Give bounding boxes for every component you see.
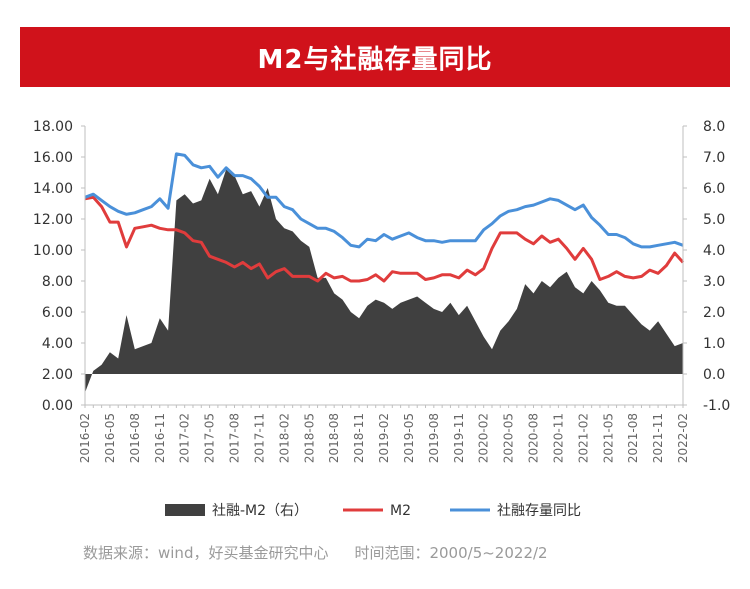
y-right-tick-label: 6.0 (703, 181, 725, 197)
x-tick-label: 2021-08 (626, 413, 640, 463)
title-banner: M2与社融存量同比 (20, 27, 730, 87)
series-line-1 (84, 195, 685, 283)
y-left-tick-label: 0.00 (42, 398, 73, 414)
legend-label: 社融-M2（右） (212, 503, 308, 519)
x-tick-label: 2016-05 (103, 413, 117, 463)
x-tick-label: 2018-05 (302, 413, 316, 463)
y-right-tick-label: 4.0 (703, 243, 725, 259)
chart-title: M2与社融存量同比 (257, 44, 493, 75)
legend-label: 社融存量同比 (497, 503, 581, 519)
y-right-tick-label: 3.0 (703, 274, 725, 290)
x-tick-label: 2021-11 (651, 413, 665, 463)
x-tick-label: 2017-08 (228, 413, 242, 463)
period-note: 时间范围：2000/5~2022/2 (354, 544, 548, 562)
legend: 社融-M2（右） M2 社融存量同比 (165, 503, 581, 519)
series-area-0 (85, 169, 683, 393)
y-right-tick-label: 5.0 (703, 212, 725, 228)
series-line-2 (84, 152, 684, 249)
x-tick-label: 2019-08 (427, 413, 441, 463)
y-left-tick-label: 18.00 (33, 119, 73, 135)
y-right-tick-label: 7.0 (703, 150, 725, 166)
footer: 数据来源：wind，好买基金研究中心 时间范围：2000/5~2022/2 (83, 542, 548, 563)
x-tick-label: 2018-02 (277, 413, 291, 463)
y-left-tick-label: 4.00 (42, 336, 73, 352)
x-tick-label: 2022-02 (676, 413, 690, 463)
x-tick-label: 2018-11 (352, 413, 366, 463)
y-left-tick-label: 12.00 (33, 212, 73, 228)
x-tick-label: 2020-11 (551, 413, 565, 463)
y-right-tick-label: 2.0 (703, 305, 725, 321)
x-tick-label: 2016-11 (153, 413, 167, 463)
x-tick-label: 2017-11 (252, 413, 266, 463)
y-right-tick-label: 8.0 (703, 119, 725, 135)
legend-label: M2 (390, 503, 411, 519)
x-tick-label: 2016-08 (128, 413, 142, 463)
source-note: 数据来源：wind，好买基金研究中心 (83, 544, 329, 562)
y-left-tick-label: 14.00 (33, 181, 73, 197)
y-left-tick-label: 16.00 (33, 150, 73, 166)
y-right-tick-label: -1.0 (703, 398, 730, 414)
x-tick-label: 2020-08 (527, 413, 541, 463)
x-tick-label: 2020-05 (502, 413, 516, 463)
plot-area (84, 152, 685, 393)
x-tick-label: 2021-02 (576, 413, 590, 463)
x-tick-label: 2019-11 (452, 413, 466, 463)
y-left-tick-label: 2.00 (42, 367, 73, 383)
x-tick-label: 2019-02 (377, 413, 391, 463)
x-tick-label: 2016-02 (78, 413, 92, 463)
y-right-tick-label: 0.0 (703, 367, 725, 383)
legend-swatch-area (165, 504, 205, 516)
y-right-tick-label: 1.0 (703, 336, 725, 352)
x-tick-label: 2021-05 (601, 413, 615, 463)
x-tick-label: 2017-02 (178, 413, 192, 463)
y-left-tick-label: 6.00 (42, 305, 73, 321)
x-tick-label: 2017-05 (203, 413, 217, 463)
x-tick-label: 2018-08 (327, 413, 341, 463)
axes: 0.00 2.00 4.00 6.00 8.00 10.00 12.00 14.00 16.00… (33, 119, 730, 463)
x-tick-label: 2020-02 (477, 413, 491, 463)
y-left-tick-label: 8.00 (42, 274, 73, 290)
x-tick-label: 2019-05 (402, 413, 416, 463)
y-left-tick-label: 10.00 (33, 243, 73, 259)
